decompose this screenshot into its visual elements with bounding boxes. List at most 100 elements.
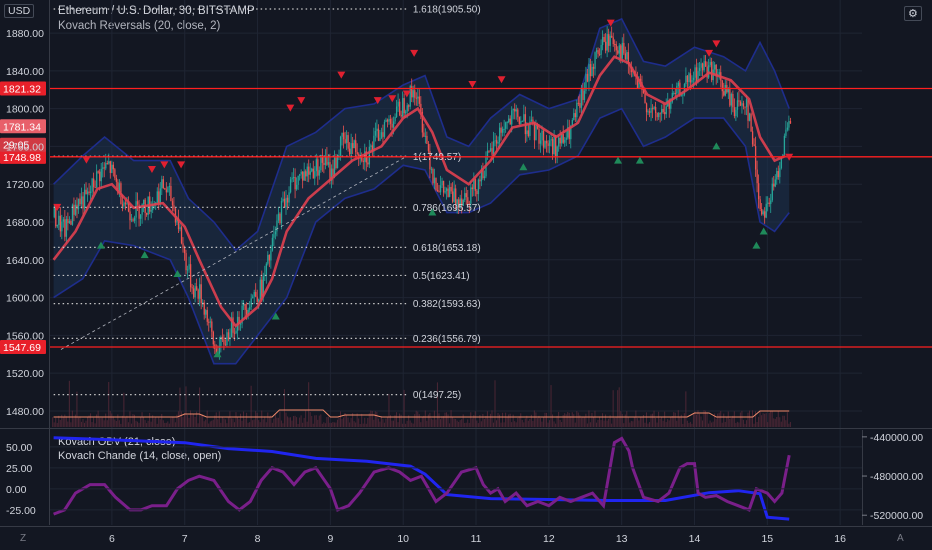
candle-body — [697, 71, 699, 82]
volume-bar — [456, 420, 458, 427]
candle-body — [505, 122, 507, 129]
candle-body — [573, 113, 575, 120]
candle-body — [658, 113, 660, 118]
volume-bar — [726, 416, 728, 427]
volume-bar — [83, 422, 85, 427]
volume-bar — [621, 414, 623, 427]
volume-bar — [427, 414, 429, 427]
indicator-right-tick-label: -520000.00 — [870, 510, 923, 522]
volume-bar — [458, 421, 460, 427]
x-axis-tick-label: 6 — [109, 533, 115, 545]
volume-bar — [609, 415, 611, 427]
candle-body — [556, 146, 558, 157]
auto-scale-button[interactable]: A — [897, 533, 904, 544]
band-upper-line — [53, 17, 790, 252]
volume-bar — [677, 410, 679, 427]
fib-level-label: 0.618(1653.18) — [413, 243, 481, 254]
candle-body — [56, 225, 58, 227]
candle-body — [698, 67, 701, 72]
buy-marker — [173, 269, 182, 277]
volume-bar — [583, 417, 585, 427]
candle-body — [733, 107, 736, 117]
volume-bar — [550, 385, 552, 427]
candle-body — [570, 125, 572, 140]
volume-bar — [709, 420, 711, 427]
volume-bar — [64, 414, 66, 427]
candle-body — [64, 219, 66, 237]
volume-bar — [624, 414, 626, 427]
candle-body — [412, 90, 414, 98]
candle-body — [102, 167, 104, 169]
y-axis-tick-label: 1680.00 — [6, 217, 44, 229]
volume-bar — [349, 422, 351, 427]
candle-body — [536, 124, 539, 129]
settings-gear-icon[interactable]: ⚙ — [904, 6, 922, 21]
volume-bar — [785, 420, 787, 427]
volume-bar — [542, 416, 544, 427]
candle-body — [591, 66, 593, 77]
volume-bar — [461, 419, 463, 427]
candle-body — [356, 152, 358, 155]
volume-bar — [705, 410, 707, 427]
volume-bar — [635, 410, 637, 427]
volume-bar — [482, 414, 484, 427]
candle-body — [424, 135, 427, 137]
candle-body — [518, 116, 520, 124]
indicator-kovach-chande-label[interactable]: Kovach Chande (14, close, open) — [58, 450, 222, 462]
candle-body — [326, 155, 328, 165]
candle-body — [268, 254, 271, 261]
candle-body — [397, 101, 399, 107]
volume-bar — [156, 423, 158, 427]
candle-body — [514, 108, 516, 112]
candle-body — [267, 254, 269, 264]
volume-bar — [565, 414, 567, 427]
candle-body — [411, 86, 413, 98]
candle-body — [533, 121, 536, 141]
candle-body — [392, 121, 395, 128]
candle-body — [520, 121, 522, 124]
volume-bar — [444, 412, 446, 427]
volume-bar — [276, 417, 278, 427]
candle-body — [476, 190, 478, 195]
volume-bar — [414, 414, 416, 427]
y-axis-tick-label: 1600.00 — [6, 293, 44, 305]
candle-body — [139, 214, 142, 219]
candle-body — [103, 167, 105, 169]
volume-bar — [544, 412, 546, 427]
volume-bar — [629, 422, 631, 427]
candle-body — [542, 130, 545, 148]
volume-bar — [647, 423, 649, 427]
volume-bar — [356, 413, 358, 427]
volume-bar — [718, 412, 720, 427]
candle-body — [89, 191, 92, 193]
candle-body — [620, 45, 622, 59]
volume-bar — [126, 415, 128, 427]
candle-body — [185, 253, 187, 271]
volume-bar — [132, 414, 134, 427]
candle-body — [314, 171, 316, 179]
candle-body — [192, 288, 195, 298]
volume-bar — [73, 418, 75, 427]
volume-bar — [386, 416, 388, 427]
candle-body — [77, 198, 80, 210]
volume-bar — [111, 413, 113, 427]
volume-bar — [594, 410, 596, 427]
zoom-button[interactable]: Z — [20, 533, 27, 544]
candle-body — [296, 184, 298, 190]
level-price-label: 1748.98 — [3, 152, 41, 164]
volume-bar — [614, 417, 616, 427]
volume-bar — [644, 422, 646, 427]
sell-marker — [286, 104, 295, 112]
volume-bar — [97, 410, 99, 427]
currency-selector[interactable]: USD — [4, 4, 35, 18]
candle-body — [558, 137, 560, 147]
volume-bar — [82, 419, 84, 427]
volume-bar — [420, 422, 422, 427]
candle-body — [264, 274, 266, 277]
candle-body — [291, 177, 293, 180]
candle-body — [200, 284, 202, 304]
volume-bar — [321, 423, 323, 427]
indicator-kovach-reversals-label[interactable]: Kovach Reversals (20, close, 2) — [58, 20, 221, 32]
candle-body — [682, 94, 684, 96]
